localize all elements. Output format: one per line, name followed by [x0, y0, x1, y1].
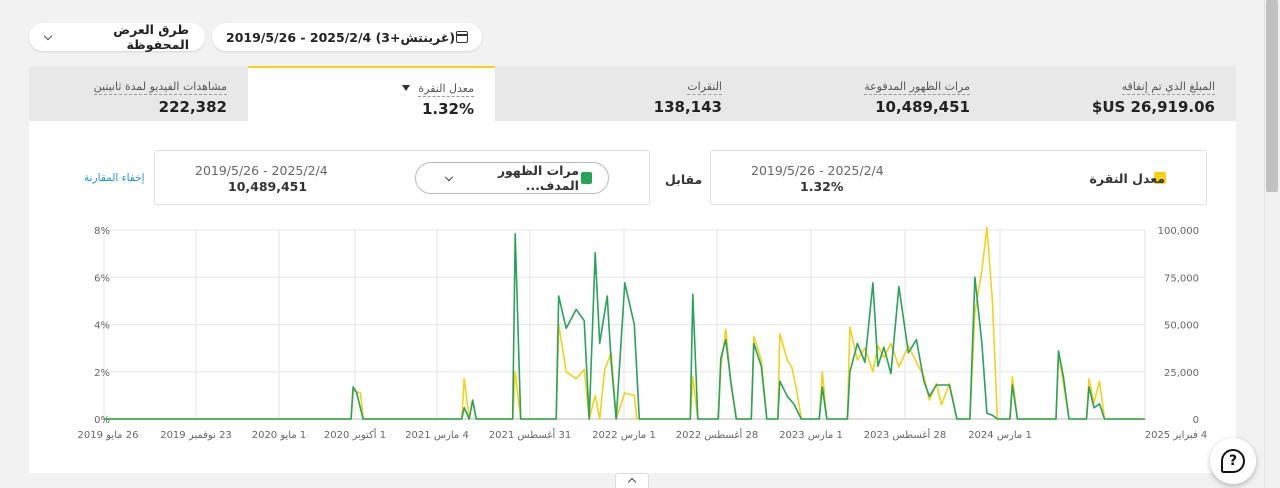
y-right-axis: 0 25,000 50,000 75,000 100,000 — [1158, 226, 1199, 426]
page-scrollbar-thumb[interactable] — [1266, 0, 1278, 192]
compare-metric-select[interactable]: مرات الظهور المدف... — [415, 162, 609, 194]
y-right-tick-label: 100,000 — [1158, 226, 1199, 237]
x-tick-label: 26 مايو 2019 — [78, 430, 139, 441]
secondary-swatch — [580, 172, 592, 184]
metric-value: 10,489,451 — [875, 98, 970, 116]
metric-value: 222,382 — [158, 98, 227, 116]
x-axis: 26 مايو 2019 23 نوفمبر 2019 1 مايو 2020 1 أ… — [78, 428, 1208, 441]
x-tick-label: 28 أغسطس 2022 — [676, 428, 758, 441]
y-right-tick-label: 75,000 — [1164, 273, 1199, 284]
x-tick-label: 4 فبراير 2025 — [1145, 430, 1208, 441]
metric-label: معدل النقرة — [418, 82, 474, 97]
metric-label: المبلغ الذي تم إنفاقه — [1121, 80, 1215, 95]
metric-label: مرات الظهور المدفوعة — [864, 80, 970, 95]
secondary-metric-name: مرات الظهور المدف... — [497, 163, 579, 193]
x-tick-label: 31 أغسطس 2021 — [489, 428, 571, 441]
help-button[interactable]: ? — [1210, 438, 1256, 484]
primary-metric-value: 1.32% — [800, 179, 844, 194]
y-right-tick-label: 50,000 — [1164, 321, 1199, 332]
help-icon: ? — [1221, 449, 1245, 473]
metric-tab-impressions[interactable]: مرات الظهور المدفوعة 10,489,451 — [743, 66, 991, 121]
hide-comparison-link[interactable]: إخفاء المقارنة — [84, 172, 145, 184]
metric-label: النقرات — [687, 80, 722, 95]
primary-comparison-box: معدل النقرة 2019/5/26 - 2025/2/4 1.32% — [710, 150, 1207, 205]
metric-tab-spend[interactable]: المبلغ الذي تم إنفاقه $US 26,919.06 — [991, 66, 1236, 121]
x-tick-label: 23 نوفمبر 2019 — [160, 430, 232, 441]
line-chart: 0% 2% 4% 6% 8% 0 25,000 50,000 75,000 100,000 26… — [78, 226, 1208, 441]
y-right-tick-label: 0 — [1193, 415, 1199, 426]
date-range-picker[interactable]: 2019/5/26 - 2025/2/4 (غرينتش+3) — [212, 23, 482, 51]
metric-label: مشاهدات الفيديو لمدة ثانيتين — [93, 80, 227, 95]
metric-tab-clicks[interactable]: النقرات 138,143 — [495, 66, 743, 121]
y-left-tick-label: 8% — [94, 226, 110, 237]
x-tick-label: 1 مايو 2020 — [252, 430, 307, 441]
metric-tab-video-views[interactable]: مشاهدات الفيديو لمدة ثانيتين 222,382 — [29, 66, 248, 121]
metric-label-row: معدل النقرة — [248, 77, 474, 97]
calendar-icon — [456, 31, 468, 43]
x-tick-label: 28 أغسطس 2023 — [864, 428, 946, 441]
x-tick-label: 1 مارس 2023 — [779, 430, 843, 441]
metric-value: 1.32% — [421, 100, 474, 118]
y-left-tick-label: 6% — [94, 273, 110, 284]
compare-metric-selected: مرات الظهور المدف... — [452, 163, 592, 193]
chart-card: معدل النقرة 2019/5/26 - 2025/2/4 1.32% م… — [29, 121, 1236, 473]
y-left-axis: 0% 2% 4% 6% 8% — [94, 226, 110, 426]
date-range-text: 2019/5/26 - 2025/2/4 (غرينتش+3) — [226, 29, 456, 45]
chevron-up-icon — [627, 477, 637, 487]
y-left-tick-label: 2% — [94, 368, 110, 379]
metric-tab-ctr[interactable]: معدل النقرة 1.32% — [248, 66, 495, 122]
series-line-impressions — [104, 233, 1145, 420]
primary-swatch — [1154, 172, 1166, 184]
y-left-tick-label: 0% — [94, 415, 110, 426]
saved-views-dropdown[interactable]: طرق العرض المحفوظة — [29, 22, 205, 52]
saved-views-label: طرق العرض المحفوظة — [113, 22, 189, 52]
versus-label: مقابل — [665, 172, 703, 187]
x-tick-label: 1 مارس 2024 — [968, 430, 1032, 441]
x-tick-label: 1 أكتوبر 2020 — [324, 428, 386, 441]
primary-metric-name: معدل النقرة — [1089, 171, 1165, 186]
metric-value: 138,143 — [653, 98, 722, 116]
metrics-bar: المبلغ الذي تم إنفاقه $US 26,919.06 مرات… — [29, 66, 1236, 122]
caret-down-icon[interactable] — [402, 84, 411, 91]
primary-date-range: 2019/5/26 - 2025/2/4 — [751, 163, 884, 178]
x-tick-label: 4 مارس 2021 — [405, 430, 469, 441]
x-tick-label: 1 مارس 2022 — [592, 430, 656, 441]
y-right-tick-label: 25,000 — [1164, 368, 1199, 379]
secondary-metric-value: 10,489,451 — [228, 179, 308, 194]
chart-series — [104, 226, 1145, 420]
metric-value: $US 26,919.06 — [1091, 98, 1215, 116]
y-left-tick-label: 4% — [94, 321, 110, 332]
collapse-chart-button[interactable] — [615, 473, 649, 488]
secondary-comparison-box: مرات الظهور المدف... 2019/5/26 - 2025/2/… — [154, 150, 650, 205]
secondary-date-range: 2019/5/26 - 2025/2/4 — [195, 163, 328, 178]
